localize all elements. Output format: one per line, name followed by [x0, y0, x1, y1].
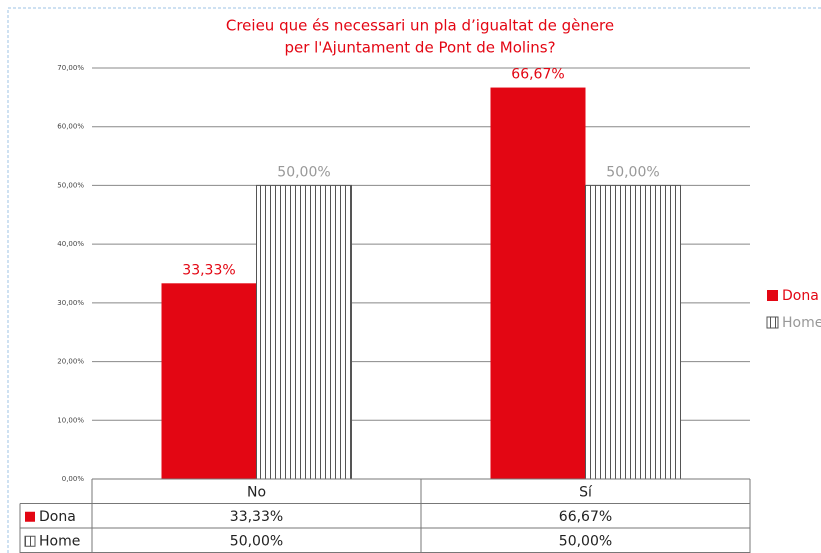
bar	[490, 87, 586, 480]
x-tick-label: No	[247, 484, 266, 500]
chart-border	[7, 7, 821, 553]
data-label: 50,00%	[277, 164, 330, 180]
legend-label: Home	[782, 315, 821, 331]
bar	[256, 184, 352, 480]
table-cell: 66,67%	[559, 509, 612, 525]
bar	[585, 184, 681, 480]
y-tick-label: 0,00%	[62, 475, 85, 483]
y-tick-label: 20,00%	[57, 358, 84, 366]
chart-title: Creieu que és necessari un pla d’igualta…	[226, 17, 614, 35]
table-cell: 33,33%	[230, 509, 283, 525]
y-tick-label: 60,00%	[57, 123, 84, 131]
table-key	[24, 535, 36, 547]
table-cell: 50,00%	[230, 533, 283, 549]
data-label: 50,00%	[606, 164, 659, 180]
table-row-label: Dona	[39, 509, 76, 525]
x-tick-label: Sí	[579, 484, 593, 500]
y-tick-label: 50,00%	[57, 181, 84, 189]
y-tick-label: 70,00%	[57, 64, 84, 72]
y-tick-label: 40,00%	[57, 240, 84, 248]
chart-title: per l'Ajuntament de Pont de Molins?	[284, 39, 555, 57]
legend-key	[767, 290, 778, 301]
table-cell: 50,00%	[559, 533, 612, 549]
y-tick-label: 30,00%	[57, 299, 84, 307]
table-key	[25, 511, 35, 522]
table-row-label: Home	[39, 533, 80, 549]
legend-label: Dona	[782, 288, 819, 304]
data-label: 33,33%	[182, 262, 235, 278]
bar	[161, 283, 257, 479]
data-label: 66,67%	[511, 67, 564, 83]
legend-key	[766, 316, 779, 329]
y-tick-label: 10,00%	[57, 416, 84, 424]
